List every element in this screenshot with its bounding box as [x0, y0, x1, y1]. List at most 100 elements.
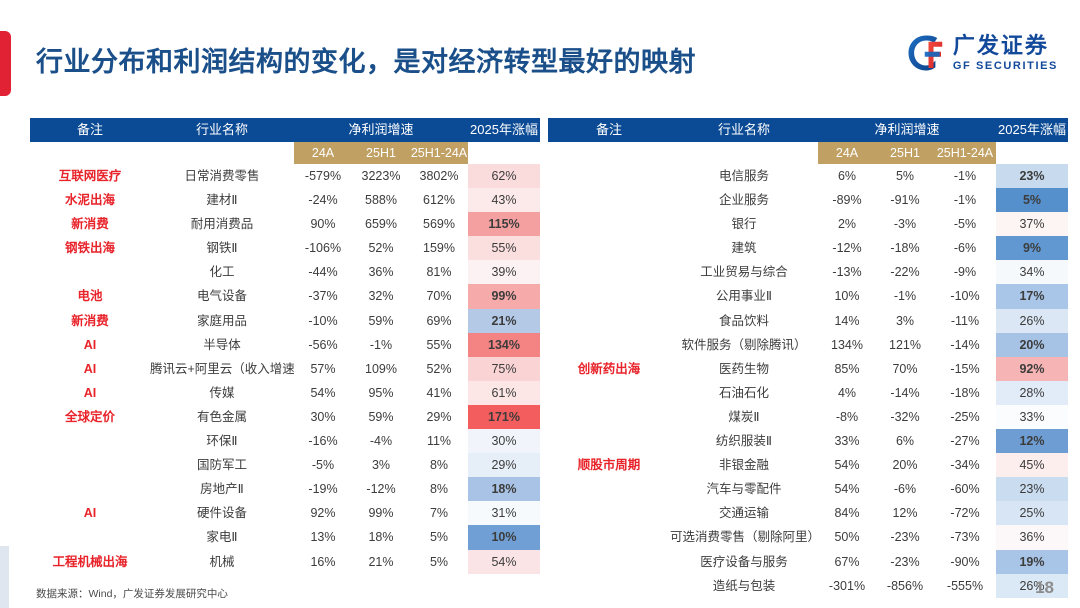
cell-industry-name: 交通运输: [718, 506, 769, 521]
subcol-header-24a: 24A: [294, 142, 352, 164]
cell-change-2025: 33%: [996, 404, 1068, 430]
cell-growth-25h1: 3223%: [361, 169, 401, 183]
cell-growth-25h1: 18%: [368, 530, 394, 545]
logo-chinese-name: 广发证券: [952, 32, 1049, 58]
subheader-spacer-note: [548, 142, 670, 164]
cell-growth-25h1: 6%: [895, 434, 915, 449]
cell-growth-24a: 85%: [834, 361, 860, 376]
cell-growth-24a: -106%: [304, 241, 342, 256]
table-row: 石油石化 4% -14% -18% 28%: [548, 380, 1068, 405]
cell-growth-24a: -13%: [832, 265, 862, 280]
cell-growth-diff: -34%: [950, 458, 980, 473]
table-row: 创新药出海 医药生物 85% 70% -15% 92%: [548, 356, 1068, 381]
cell-growth-24a: -12%: [832, 241, 862, 256]
cell-change-2025: 17%: [996, 284, 1068, 309]
cell-industry-name: 造纸与包装: [712, 578, 776, 593]
table-row: 电信服务 6% 5% -1% 23%: [548, 164, 1068, 189]
cell-growth-24a: -301%: [828, 578, 866, 593]
cell-note: [30, 477, 150, 501]
left-data-table: 备注 行业名称 净利润增速 2025年涨幅 24A 25H1 25H1-24A …: [30, 118, 540, 574]
cell-industry-name: 家电Ⅱ: [206, 530, 238, 545]
cell-change-2025: 26%: [996, 308, 1068, 333]
cell-change-2025: 5%: [996, 188, 1068, 213]
cell-change-2025: 30%: [468, 429, 540, 454]
cell-note: [548, 574, 670, 598]
cell-industry-name: 可选消费零售（剔除阿里）: [670, 530, 818, 545]
cell-growth-diff: 8%: [429, 482, 449, 497]
cell-growth-24a: 50%: [834, 530, 860, 545]
cell-industry-name: 日常消费零售: [184, 169, 260, 183]
cell-growth-24a: 90%: [310, 217, 336, 232]
cell-growth-25h1: 5%: [895, 169, 915, 183]
cell-industry-name: 房地产Ⅱ: [200, 482, 244, 497]
right-table-subheader-row: 24A 25H1 25H1-24A: [548, 142, 1068, 164]
cell-growth-diff: 29%: [426, 409, 452, 424]
cell-growth-25h1: 95%: [368, 385, 394, 400]
title-accent-bar: [0, 31, 11, 96]
cell-change-2025: 26%: [996, 573, 1068, 598]
cell-growth-25h1: 12%: [892, 506, 918, 521]
cell-growth-diff: -6%: [953, 241, 977, 256]
cell-note: 全球定价: [64, 409, 115, 424]
cell-growth-diff: 41%: [426, 385, 452, 400]
cell-growth-24a: 4%: [837, 385, 857, 400]
cell-growth-diff: 5%: [429, 530, 449, 545]
cell-growth-24a: -56%: [308, 337, 338, 352]
cell-industry-name: 食品饮料: [718, 313, 769, 328]
cell-growth-diff: -14%: [950, 337, 980, 352]
cell-growth-25h1: 109%: [365, 361, 397, 376]
cell-note: 工程机械出海: [52, 554, 128, 569]
cell-industry-name: 耐用消费品: [190, 217, 254, 232]
cell-note: [548, 525, 670, 549]
cell-change-2025: 19%: [996, 549, 1068, 574]
cell-growth-24a: 10%: [834, 289, 860, 304]
cell-industry-name: 汽车与零配件: [706, 482, 782, 497]
cell-change-2025: 61%: [468, 380, 540, 405]
cell-note: [548, 429, 670, 453]
cell-growth-25h1: 32%: [368, 289, 394, 304]
cell-change-2025: 23%: [996, 477, 1068, 502]
cell-growth-diff: 3802%: [419, 169, 459, 183]
cell-industry-name: 建筑: [731, 241, 757, 256]
cell-industry-name: 非银金融: [718, 458, 769, 473]
cell-growth-24a: 84%: [834, 506, 860, 521]
table-row: 交通运输 84% 12% -72% 25%: [548, 501, 1068, 526]
bottom-left-corner-decoration: [0, 546, 9, 608]
cell-growth-25h1: -856%: [886, 578, 924, 593]
col-header-profit-growth: 净利润增速: [818, 118, 996, 142]
cell-industry-name: 建材Ⅱ: [206, 193, 238, 208]
cell-industry-name: 腾讯云+阿里云（收入增速）: [150, 361, 294, 376]
cell-note: 钢铁出海: [64, 241, 115, 256]
gf-logo-mark-icon: [908, 35, 943, 71]
cell-change-2025: 62%: [468, 164, 540, 189]
cell-note: AI: [83, 385, 97, 400]
cell-growth-diff: 612%: [423, 193, 455, 208]
subheader-spacer-note: [30, 142, 150, 164]
cell-growth-24a: 67%: [834, 554, 860, 569]
table-row: 企业服务 -89% -91% -1% 5%: [548, 188, 1068, 213]
cell-growth-24a: -16%: [308, 434, 338, 449]
right-table-header-row: 备注 行业名称 净利润增速 2025年涨幅: [548, 118, 1068, 142]
cell-change-2025: 45%: [996, 453, 1068, 478]
logo-text-block: 广发证券 GF SECURITIES: [952, 32, 1058, 72]
cell-growth-24a: 33%: [834, 434, 860, 449]
cell-change-2025: 18%: [468, 477, 540, 502]
table-row: 国防军工 -5% 3% 8% 29%: [30, 453, 540, 478]
cell-growth-25h1: 59%: [368, 313, 394, 328]
table-row: 煤炭Ⅱ -8% -32% -25% 33%: [548, 404, 1068, 430]
cell-note: 新消费: [71, 217, 109, 232]
cell-note: AI: [83, 506, 97, 521]
cell-change-2025: 23%: [996, 164, 1068, 189]
table-row: 汽车与零配件 54% -6% -60% 23%: [548, 477, 1068, 502]
cell-change-2025: 115%: [468, 212, 540, 237]
table-row: 环保Ⅱ -16% -4% 11% 30%: [30, 429, 540, 454]
table-row: 钢铁出海 钢铁Ⅱ -106% 52% 159% 55%: [30, 236, 540, 261]
cell-note: [30, 525, 150, 549]
cell-note: AI: [83, 361, 97, 376]
col-header-note: 备注: [30, 118, 150, 142]
cell-growth-diff: -18%: [950, 385, 980, 400]
right-data-table: 备注 行业名称 净利润增速 2025年涨幅 24A 25H1 25H1-24A …: [548, 118, 1068, 598]
cell-growth-diff: 159%: [423, 241, 455, 256]
table-row: 工程机械出海 机械 16% 21% 5% 54%: [30, 549, 540, 574]
